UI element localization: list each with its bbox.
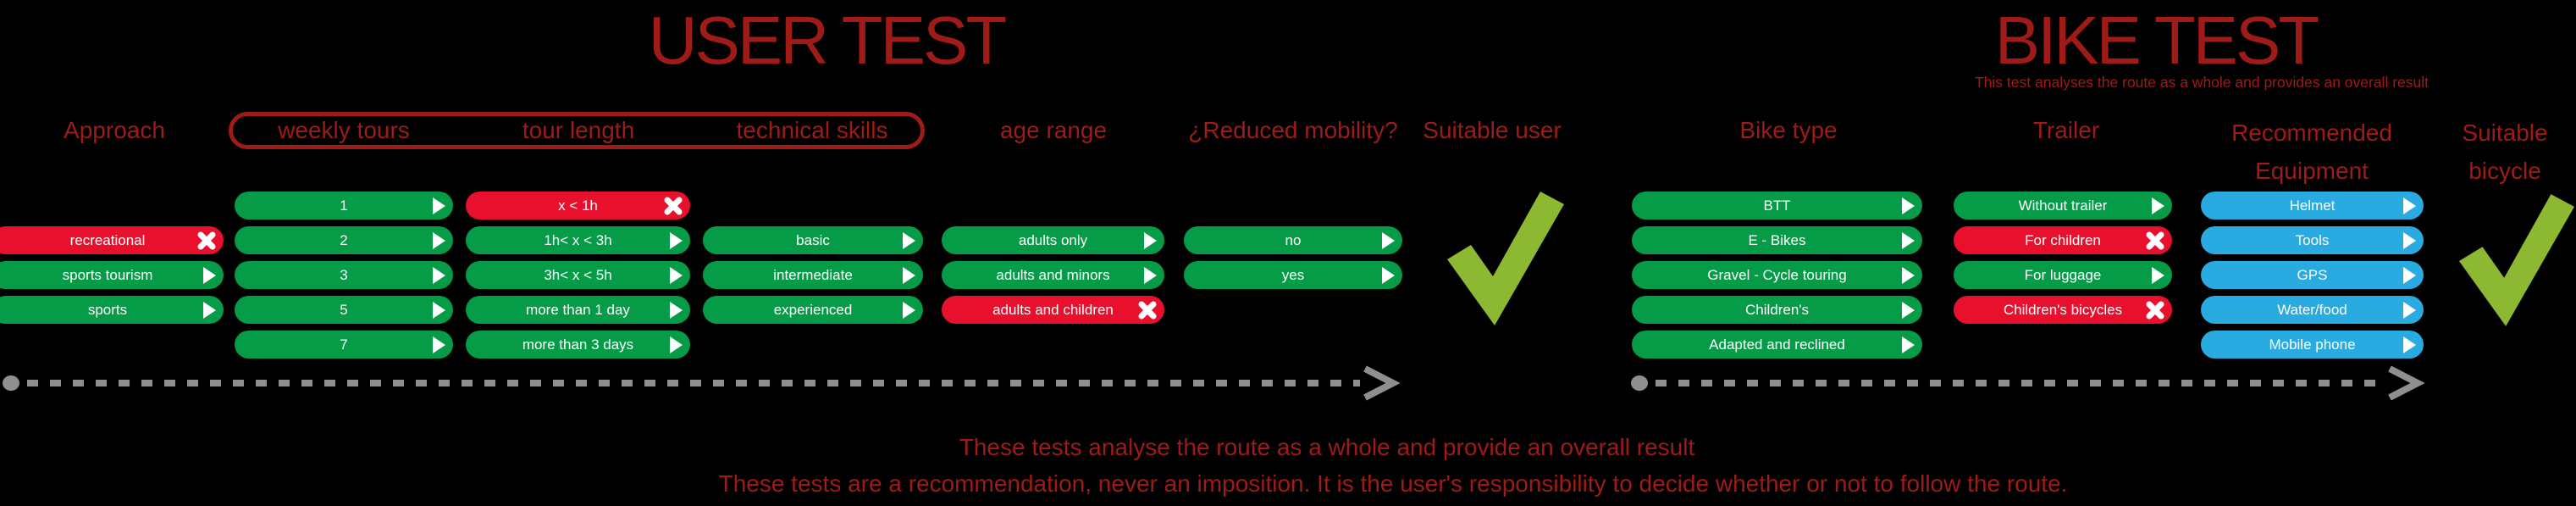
header-suitable-user: Suitable user (1423, 117, 1562, 143)
arrow-right-icon (670, 336, 683, 353)
arrow-right-icon (1902, 197, 1915, 214)
pill-mobile-phone[interactable]: Mobile phone (2201, 331, 2424, 359)
pill-weekly-3[interactable]: 3 (235, 261, 453, 289)
pill-more-than-1-day[interactable]: more than 1 day (466, 296, 690, 324)
pill-gravel-cycle-touring[interactable]: Gravel - Cycle touring (1632, 261, 1922, 289)
pill-weekly-1[interactable]: 1 (235, 192, 453, 220)
arrow-right-icon (2152, 266, 2164, 284)
pill-adapted-and-reclined[interactable]: Adapted and reclined (1632, 331, 1922, 359)
pill-sports[interactable]: sports (0, 296, 224, 324)
arrow-right-icon (1902, 231, 1915, 249)
pill-tools[interactable]: Tools (2201, 226, 2424, 254)
pill-basic[interactable]: basic (703, 226, 923, 254)
pill-adults-only[interactable]: adults only (942, 226, 1164, 254)
arrow-right-icon (2403, 336, 2416, 353)
arrow-right-icon (1902, 336, 1915, 353)
pill-gps[interactable]: GPS (2201, 261, 2424, 289)
arrow-right-icon (1144, 231, 1157, 249)
arrow-right-icon (203, 301, 216, 319)
pill-e-bikes[interactable]: E - Bikes (1632, 226, 1922, 254)
flow-arrow-user-test (3, 365, 1401, 401)
arrow-right-icon (1144, 266, 1157, 284)
pill-weekly-2[interactable]: 2 (235, 226, 453, 254)
header-approach: Approach (64, 117, 165, 143)
grouped-headers-outline (229, 112, 925, 149)
pill-experienced[interactable]: experienced (703, 296, 923, 324)
pill-for-children[interactable]: For children (1954, 226, 2172, 254)
user-test-title: USER TEST (648, 3, 1007, 78)
arrow-right-icon (433, 197, 445, 214)
header-age-range: age range (999, 117, 1108, 143)
arrow-right-icon (903, 301, 915, 319)
arrow-right-icon (2152, 197, 2164, 214)
arrow-right-icon (433, 336, 445, 353)
pill-no[interactable]: no (1184, 226, 1402, 254)
pill-yes[interactable]: yes (1184, 261, 1402, 289)
arrow-right-icon (433, 231, 445, 249)
arrow-right-icon (903, 231, 915, 249)
bike-test-subtitle: This test analyses the route as a whole … (1975, 74, 2429, 91)
cross-icon (2146, 231, 2164, 250)
cross-icon (197, 231, 216, 250)
pill-water-food[interactable]: Water/food (2201, 296, 2424, 324)
arrow-right-icon (670, 266, 683, 284)
arrow-right-icon (670, 301, 683, 319)
pill-recreational[interactable]: recreational (0, 226, 224, 254)
pill-weekly-5[interactable]: 5 (235, 296, 453, 324)
arrow-right-icon (433, 301, 445, 319)
arrow-right-icon (670, 231, 683, 249)
header-reduced-mobility: ¿Reduced mobility? (1188, 117, 1398, 143)
arrow-right-icon (433, 266, 445, 284)
arrow-right-icon (903, 266, 915, 284)
header-suitable-bicycle-line2: bicycle (2468, 158, 2541, 184)
header-trailer: Trailer (2032, 117, 2100, 143)
pill-childrens[interactable]: Children's (1632, 296, 1922, 324)
header-suitable-bicycle: Suitable bicycle (2462, 114, 2547, 190)
arrow-right-icon (1902, 266, 1915, 284)
footer-note-line1: These tests analyse the route as a whole… (959, 434, 1695, 460)
arrow-right-icon (2403, 197, 2416, 214)
pill-intermediate[interactable]: intermediate (703, 261, 923, 289)
pill-adults-and-minors[interactable]: adults and minors (942, 261, 1164, 289)
pill-childrens-bicycles[interactable]: Children's bicycles (1954, 296, 2172, 324)
arrow-right-icon (1382, 266, 1395, 284)
cross-icon (2146, 301, 2164, 320)
header-recommended-line2: Equipment (2255, 158, 2369, 184)
arrow-right-icon (1902, 301, 1915, 319)
header-technical-skills: technical skills (736, 117, 888, 143)
header-bike-type: Bike type (1739, 117, 1838, 143)
arrow-right-icon (203, 266, 216, 284)
cross-icon (1138, 301, 1157, 320)
pill-for-luggage[interactable]: For luggage (1954, 261, 2172, 289)
pill-without-trailer[interactable]: Without trailer (1954, 192, 2172, 220)
arrow-right-icon (1382, 231, 1395, 249)
cross-icon (664, 197, 683, 215)
pill-3h-5h[interactable]: 3h< x < 5h (466, 261, 690, 289)
header-weekly-tours: weekly tours (278, 117, 410, 143)
footer-note-line2: These tests are a recommendation, never … (718, 470, 2068, 497)
flow-arrow-bike-test (1631, 365, 2425, 401)
header-suitable-bicycle-line1: Suitable (2462, 120, 2548, 146)
header-recommended-equipment: Recommended Equipment (2231, 114, 2392, 190)
pill-helmet[interactable]: Helmet (2201, 192, 2424, 220)
check-icon (2458, 194, 2574, 326)
pill-btt[interactable]: BTT (1632, 192, 1922, 220)
arrow-right-icon (2403, 301, 2416, 319)
pill-adults-and-children[interactable]: adults and children (942, 296, 1164, 324)
pill-weekly-7[interactable]: 7 (235, 331, 453, 359)
header-tour-length: tour length (522, 117, 635, 143)
header-recommended-line1: Recommended (2231, 120, 2392, 146)
pill-x-lt-1h[interactable]: x < 1h (466, 192, 690, 220)
pill-sports-tourism[interactable]: sports tourism (0, 261, 224, 289)
check-icon (1447, 192, 1564, 325)
bike-test-title: BIKE TEST (1994, 3, 2320, 78)
pill-1h-3h[interactable]: 1h< x < 3h (466, 226, 690, 254)
arrow-right-icon (2403, 231, 2416, 249)
pill-more-than-3-days[interactable]: more than 3 days (466, 331, 690, 359)
arrow-right-icon (2403, 266, 2416, 284)
